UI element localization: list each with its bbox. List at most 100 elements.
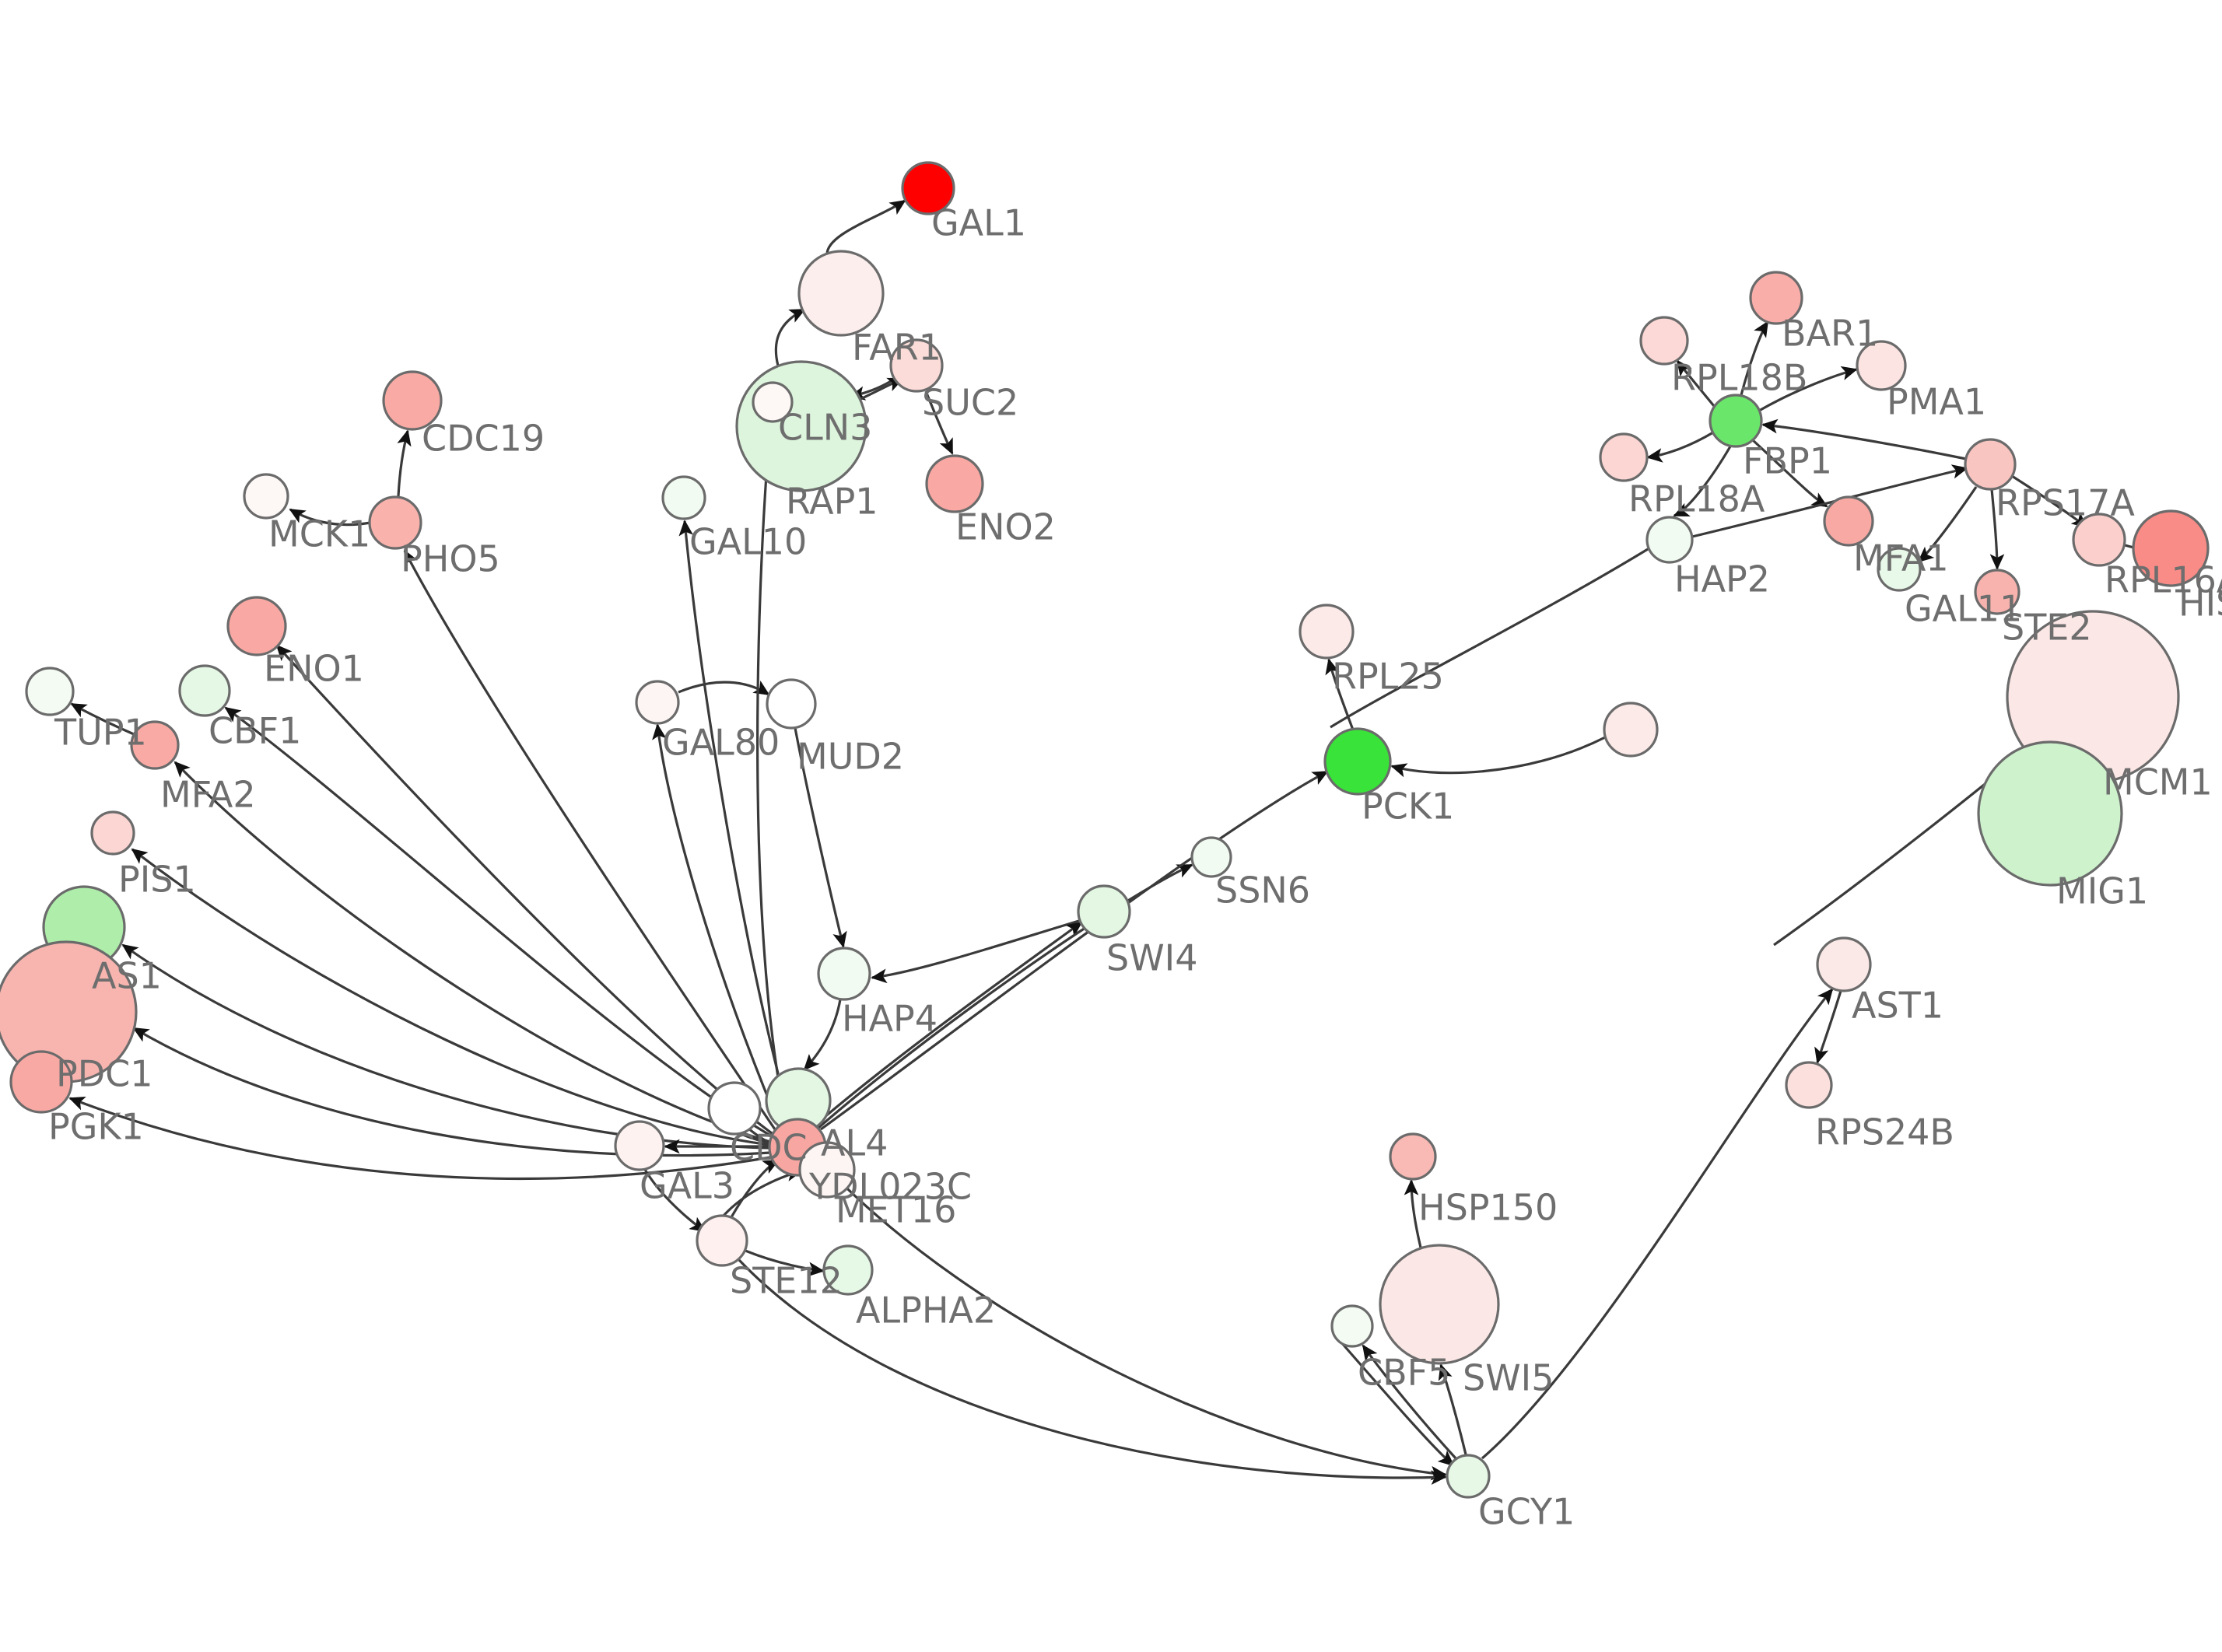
- node-label-rpl25: RPL25: [1332, 656, 1444, 698]
- edge-GAL4-to-PCK1: [820, 770, 1329, 1131]
- node-label-suc2: SUC2: [922, 382, 1018, 424]
- edge-GCY1-to-SWI5: [1438, 1363, 1467, 1455]
- node-far1[interactable]: [797, 250, 885, 337]
- node-label-gal80: GAL80: [662, 722, 780, 764]
- node-fbp1[interactable]: [1709, 394, 1763, 448]
- node-label-mfa1: MFA1: [1853, 537, 1949, 579]
- node-mud2[interactable]: [766, 678, 817, 730]
- node-gal11[interactable]: [1877, 547, 1922, 592]
- edge-RPS17A-to-STE2: [1989, 488, 2005, 570]
- node-label-cbf5: CBF5: [1358, 1352, 1450, 1394]
- node-ydl023c[interactable]: [798, 1141, 856, 1199]
- node-swi4[interactable]: [1077, 884, 1131, 939]
- node-hap2[interactable]: [1645, 516, 1694, 564]
- node-ast1[interactable]: [1816, 936, 1872, 992]
- edge-GAL4-to-PHO5: [403, 549, 778, 1132]
- node-mig1[interactable]: [1977, 740, 2123, 887]
- node-pis1[interactable]: [90, 810, 135, 856]
- node-label-ast1: AST1: [1852, 985, 1943, 1027]
- node-pgk1[interactable]: [9, 1050, 73, 1114]
- node-his4[interactable]: [2132, 509, 2210, 587]
- edge-HUBX-to-PCK1: [1390, 736, 1606, 778]
- node-mfa1[interactable]: [1823, 495, 1874, 547]
- node-label-rps17a: RPS17A: [1996, 482, 2135, 524]
- node-gal10[interactable]: [661, 475, 706, 520]
- edges-layer: [68, 199, 2157, 1485]
- edge-GAL4-to-GCY1: [822, 1163, 1447, 1481]
- edge-GCY1-to-CBF5: [1362, 1344, 1458, 1461]
- node-pma1[interactable]: [1856, 340, 1907, 391]
- node-label-mfa2: MFA2: [160, 774, 256, 816]
- node-hubx[interactable]: [1603, 702, 1659, 758]
- node-label-rap1: RAP1: [786, 481, 878, 523]
- node-rps17a[interactable]: [1964, 438, 2017, 491]
- node-suc2[interactable]: [889, 338, 944, 393]
- node-label-rpl18a: RPL18A: [1628, 478, 1765, 520]
- node-mck1[interactable]: [243, 473, 289, 520]
- node-swi5[interactable]: [1379, 1244, 1500, 1365]
- node-pck1[interactable]: [1323, 727, 1392, 796]
- edge-FBP1-to-BAR1: [1740, 320, 1769, 396]
- edge-GAL4-to-RAP1: [756, 422, 787, 1121]
- node-label-gal4: AL4: [821, 1122, 888, 1164]
- node-ste12[interactable]: [696, 1214, 748, 1267]
- node-gal1[interactable]: [901, 161, 955, 215]
- node-cdcx[interactable]: [707, 1081, 762, 1136]
- node-ssn6[interactable]: [1190, 836, 1232, 878]
- node-label-pgk1: PGK1: [48, 1106, 144, 1148]
- edge-FAR1-to-GAL1: [825, 199, 906, 255]
- node-gal80[interactable]: [635, 680, 680, 725]
- node-label-gal10: GAL10: [689, 521, 807, 563]
- edge-RPS17A-to-FBP1: [1761, 418, 1967, 460]
- node-rpl18b[interactable]: [1639, 316, 1689, 366]
- node-tup1[interactable]: [25, 667, 75, 716]
- node-label-ste12: STE12: [730, 1260, 843, 1302]
- node-label-rpl16a: RPL16A: [2105, 559, 2222, 601]
- node-rps24b[interactable]: [1785, 1061, 1833, 1109]
- node-label-mck1: MCK1: [268, 513, 370, 555]
- node-label-ste2: STE2: [2002, 607, 2092, 649]
- node-gal3[interactable]: [614, 1120, 665, 1171]
- node-bar1[interactable]: [1749, 271, 1803, 325]
- node-cdc19[interactable]: [382, 370, 443, 431]
- node-label-gal3: GAL3: [640, 1165, 734, 1207]
- node-eno1[interactable]: [226, 596, 287, 656]
- node-gcy1[interactable]: [1446, 1454, 1491, 1499]
- node-label-pdc1: PDC1: [56, 1053, 153, 1095]
- nodes-layer: [0, 161, 2210, 1499]
- node-label-rps24b: RPS24B: [1815, 1111, 1954, 1153]
- node-label-has1: AS1: [92, 955, 162, 997]
- node-label-cbf1: CBF1: [209, 710, 301, 752]
- node-label-eno1: ENO1: [264, 648, 364, 690]
- node-ste2[interactable]: [1974, 569, 2020, 615]
- node-label-hap4: HAP4: [842, 998, 938, 1040]
- edge-HAP2-to-RPL25x: [1330, 548, 1649, 729]
- node-label-hsp150: HSP150: [1418, 1187, 1558, 1229]
- node-cbf1[interactable]: [178, 664, 231, 717]
- node-label-gal1: GAL1: [931, 202, 1026, 244]
- node-label-cdcx: CDC: [730, 1127, 808, 1169]
- edge-AST1-to-RPS24B: [1814, 990, 1842, 1064]
- node-label-swi5: SWI5: [1463, 1357, 1554, 1399]
- node-label-ssn6: SSN6: [1215, 870, 1310, 912]
- node-alpha2[interactable]: [822, 1244, 874, 1296]
- node-label-fbp1: FBP1: [1743, 440, 1832, 482]
- node-rpl25[interactable]: [1299, 604, 1355, 660]
- node-rpl18a[interactable]: [1599, 432, 1649, 482]
- node-label-pck1: PCK1: [1362, 786, 1454, 828]
- node-rpl16a[interactable]: [2072, 513, 2126, 567]
- node-rap1[interactable]: [752, 381, 794, 423]
- node-mfa2[interactable]: [130, 720, 180, 770]
- node-cbf5[interactable]: [1330, 1304, 1374, 1348]
- edge-GAL4-to-MFA2: [173, 761, 771, 1143]
- node-label-tup1: TUP1: [54, 712, 147, 754]
- node-label-swi4: SWI4: [1106, 937, 1198, 979]
- node-pho5[interactable]: [368, 495, 422, 550]
- node-label-his4: HIS4: [2178, 583, 2222, 625]
- node-hsp150[interactable]: [1389, 1132, 1437, 1181]
- node-hap4[interactable]: [817, 947, 871, 1001]
- node-eno2[interactable]: [925, 454, 984, 513]
- edge-FBP1-to-PMA1: [1758, 366, 1858, 412]
- edge-GAL4-to-PDC1: [132, 1027, 771, 1157]
